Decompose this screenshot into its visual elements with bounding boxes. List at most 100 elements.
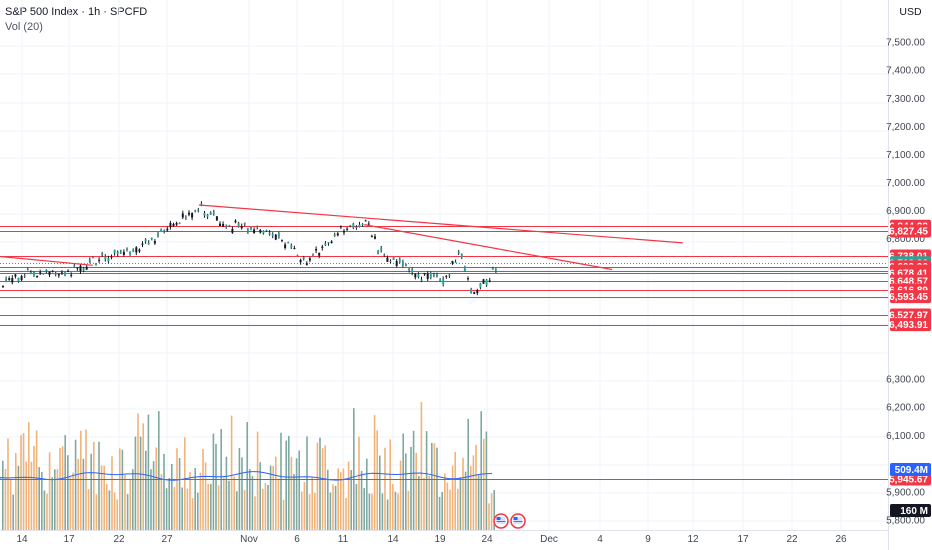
- trend-line[interactable]: [364, 224, 613, 271]
- candle-body: [355, 226, 358, 228]
- candle-body: [463, 267, 466, 272]
- candles: [2, 201, 497, 296]
- candle-body: [51, 270, 54, 272]
- price-tick-label: 6,800.00: [886, 234, 925, 245]
- candle-body: [150, 238, 153, 240]
- candle-body: [95, 263, 97, 265]
- candle-body: [259, 230, 262, 233]
- candle-body: [420, 279, 423, 281]
- volume-bar: [402, 433, 404, 530]
- volume-bar: [431, 443, 433, 530]
- volume-bar: [111, 456, 113, 530]
- time-tick-label: Nov: [240, 534, 258, 545]
- candle-body: [175, 222, 178, 225]
- volume-bar: [212, 433, 215, 530]
- symbol-title[interactable]: S&P 500 Index · 1h · SPCFD: [5, 6, 148, 18]
- volume-bar: [485, 431, 488, 530]
- volume-bar: [462, 457, 464, 530]
- candle-body: [432, 274, 435, 276]
- candle-body: [76, 267, 79, 269]
- volume-bar: [46, 493, 48, 530]
- volume-bar: [311, 477, 313, 530]
- candle-body: [157, 234, 159, 236]
- candle-body: [200, 203, 203, 206]
- trend-line[interactable]: [198, 204, 683, 244]
- candle-body: [225, 225, 228, 227]
- price-tick-label: 7,500.00: [886, 38, 925, 49]
- level-price-label: [890, 224, 931, 238]
- volume-bar: [397, 493, 399, 530]
- candle-body: [312, 255, 314, 257]
- volume-bar: [324, 445, 326, 530]
- candle-body: [389, 260, 392, 262]
- candle-body: [457, 251, 460, 253]
- volume-bar: [254, 496, 256, 530]
- candle-body: [330, 241, 333, 244]
- volume-bar: [77, 459, 79, 530]
- volume-bar: [228, 480, 230, 530]
- candle-body: [91, 257, 94, 258]
- volume-bar: [480, 411, 482, 530]
- candle-body: [48, 271, 51, 275]
- candle-body: [370, 235, 373, 237]
- currency-label[interactable]: USD: [899, 6, 922, 18]
- volume-bar: [298, 450, 300, 530]
- candle-body: [126, 248, 128, 250]
- candle-body: [113, 249, 116, 254]
- candle-body: [333, 234, 336, 237]
- volume-bar: [95, 494, 98, 530]
- candle-body: [36, 276, 39, 277]
- candle-body: [129, 251, 132, 256]
- volume-bar: [285, 440, 287, 530]
- candle-body: [281, 239, 283, 241]
- candle-body: [439, 280, 442, 281]
- volume-bar: [197, 492, 199, 530]
- candle-body: [250, 226, 252, 229]
- candle-body: [23, 275, 26, 277]
- candle-body: [321, 246, 324, 248]
- price-tick-label: 6,100.00: [886, 431, 925, 442]
- candle-body: [147, 242, 150, 245]
- candle-body: [448, 274, 451, 277]
- volume-bar: [210, 483, 212, 530]
- volume-indicator-label[interactable]: Vol (20): [5, 21, 43, 33]
- candle-body: [234, 220, 237, 223]
- candle-body: [203, 212, 206, 216]
- us-flag-event-icon[interactable]: [510, 513, 526, 529]
- volume-bar: [477, 475, 480, 530]
- volume-bar: [353, 408, 355, 530]
- volume-bar: [379, 455, 381, 530]
- volume-bar: [316, 442, 319, 530]
- volume-bar: [301, 491, 303, 530]
- volume-bar: [451, 465, 454, 530]
- candle-body: [262, 230, 265, 234]
- candle-body: [470, 289, 473, 293]
- candle-body: [349, 225, 352, 227]
- volume-bar: [444, 473, 446, 530]
- us-flag-event-icon[interactable]: [493, 513, 509, 529]
- time-tick-label: 22: [113, 534, 125, 545]
- volume-bar: [64, 435, 66, 530]
- volume-current-label: [890, 504, 931, 517]
- volume-bar: [116, 499, 118, 530]
- candle-body: [8, 278, 11, 280]
- trend-line[interactable]: [0, 254, 93, 266]
- volume-bar: [321, 448, 324, 530]
- volume-bar: [464, 471, 467, 530]
- candle-body: [417, 274, 420, 277]
- candle-body: [26, 269, 29, 271]
- candle-body: [212, 212, 215, 214]
- volume-bar: [168, 478, 170, 530]
- volume-bar: [119, 448, 121, 530]
- volume-bar: [329, 492, 332, 530]
- chart-legend: S&P 500 Index · 1h · SPCFD Vol (20): [5, 5, 147, 35]
- volume-bar: [389, 439, 391, 530]
- candle-body: [122, 251, 125, 255]
- candle-body: [429, 273, 432, 278]
- volume-bar: [405, 453, 407, 530]
- volume-bar: [446, 482, 449, 530]
- volume-bar: [176, 448, 178, 530]
- price-tick-label: 7,100.00: [886, 150, 925, 161]
- volume-bar: [373, 415, 376, 530]
